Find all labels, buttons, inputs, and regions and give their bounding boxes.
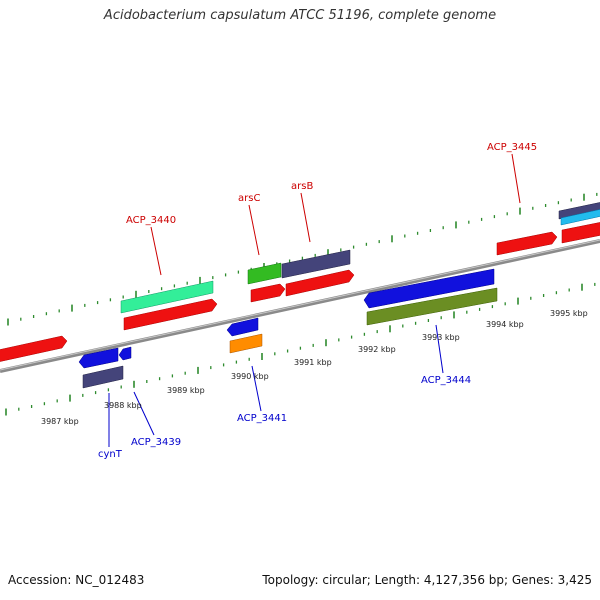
gene-label-acp3441: ACP_3441	[237, 413, 287, 424]
scale-label: 3995 kbp	[550, 309, 588, 318]
scale-label: 3991 kbp	[294, 358, 332, 367]
leader-acp3445	[511, 153, 521, 204]
genome-backbone-highlight	[0, 239, 600, 371]
accession-label: Accession: NC_012483	[8, 573, 145, 587]
gene-feature-acp3439[interactable]	[82, 365, 124, 389]
gene-feature[interactable]	[363, 268, 495, 309]
scale-label: 3989 kbp	[167, 386, 205, 395]
gene-feature-arsc[interactable]	[247, 262, 282, 285]
scale-label: 3992 kbp	[358, 345, 396, 354]
scale-label: 3994 kbp	[486, 320, 524, 329]
reverse-features	[78, 268, 498, 389]
gene-feature-acp3440[interactable]	[120, 280, 214, 314]
gene-feature[interactable]	[250, 283, 286, 303]
gene-feature[interactable]	[118, 346, 132, 361]
map-title: Acidobacterium capsulatum ATCC 51196, co…	[103, 8, 497, 23]
leader-acp3439	[133, 391, 155, 436]
gene-label-arsc: arsC	[238, 193, 260, 204]
leader-arsb	[300, 192, 311, 243]
gene-label-cynt: cynT	[98, 449, 123, 460]
tick-rows	[5, 192, 598, 416]
label-leaders	[108, 153, 521, 447]
gene-feature[interactable]	[560, 209, 600, 226]
gene-feature[interactable]	[0, 335, 68, 362]
leader-acp3440	[150, 226, 162, 276]
leader-acp3441	[251, 365, 262, 412]
scale-label: 3987 kbp	[41, 417, 79, 426]
gene-label-acp3440: ACP_3440	[126, 215, 176, 226]
scale-label: 3993 kbp	[422, 333, 460, 342]
gene-feature[interactable]	[123, 298, 218, 331]
genome-backbone	[0, 239, 600, 373]
scale-label: 3988 kbp	[104, 401, 142, 410]
scale-label: 3990 kbp	[231, 372, 269, 381]
gene-feature-acp3445[interactable]	[496, 231, 558, 256]
gene-label-acp3444: ACP_3444	[421, 375, 471, 386]
leader-arsc	[248, 204, 260, 256]
gene-label-acp3439: ACP_3439	[131, 437, 181, 448]
gene-feature[interactable]	[558, 202, 600, 220]
gene-feature[interactable]	[561, 222, 600, 244]
gene-feature[interactable]	[229, 333, 263, 354]
gene-feature[interactable]	[78, 347, 119, 369]
gene-feature[interactable]	[285, 269, 355, 297]
gene-label-acp3445: ACP_3445	[487, 142, 537, 153]
gene-label-arsb: arsB	[291, 181, 313, 192]
gene-feature-acp3441[interactable]	[226, 317, 259, 337]
leader-acp3444	[435, 324, 444, 374]
gene-feature-arsb[interactable]	[281, 249, 351, 279]
topology-label: Topology: circular; Length: 4,127,356 bp…	[262, 573, 592, 587]
forward-features	[0, 202, 600, 362]
gene-feature-acp3444[interactable]	[366, 287, 498, 326]
